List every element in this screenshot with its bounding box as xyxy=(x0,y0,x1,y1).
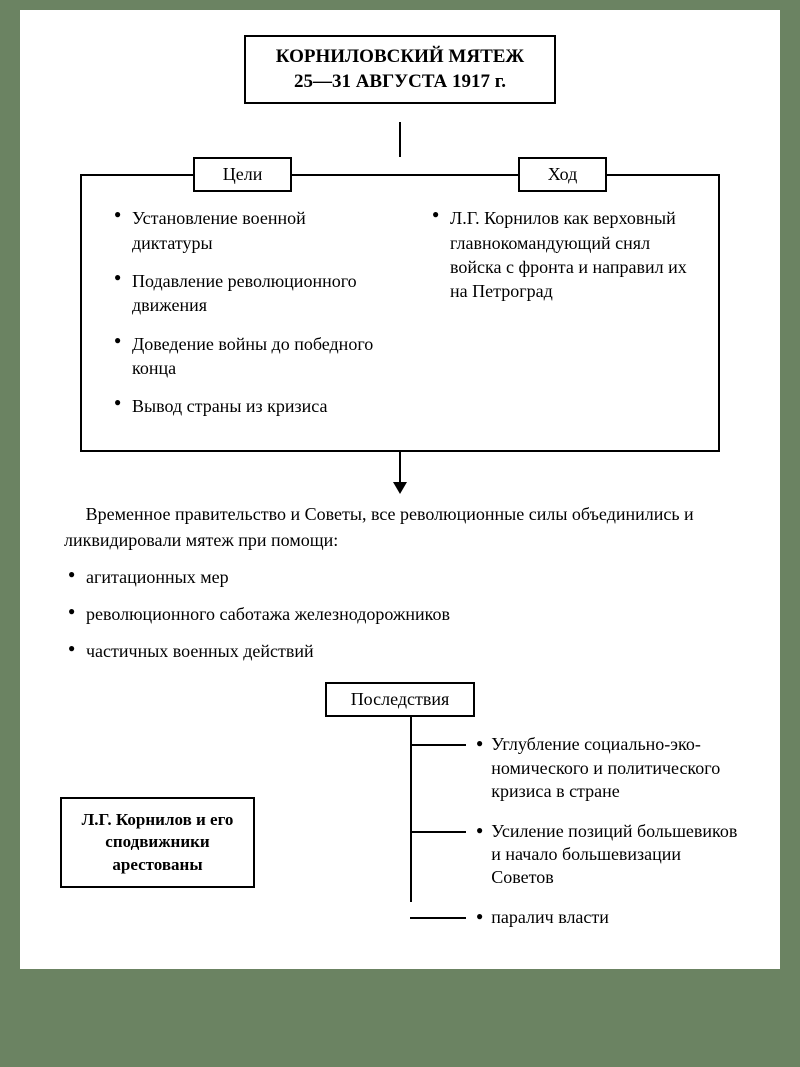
course-header: Ход xyxy=(518,157,608,192)
goals-column: Установление воен­ной диктатуры Подавлен… xyxy=(82,206,400,432)
tree-item: ● Углубление социально-эко­номического и… xyxy=(320,733,740,803)
arrowhead-icon xyxy=(393,482,407,494)
course-column: Л.Г. Корнилов как верховный главноко­ман… xyxy=(400,206,718,432)
list-item: Вывод страны из кри­зиса xyxy=(114,394,380,418)
connector-title-to-box xyxy=(399,122,401,157)
tree-branch xyxy=(410,831,466,833)
main-box: Установление воен­ной диктатуры Подавлен… xyxy=(80,174,720,452)
intro-paragraph: Временное правительство и Советы, все ре… xyxy=(60,502,740,552)
tree-branch xyxy=(410,744,466,746)
connector-box-to-intro xyxy=(399,452,401,482)
page: КОРНИЛОВСКИЙ МЯТЕЖ 25—31 АВГУСТА 1917 г.… xyxy=(20,10,780,969)
list-item: агитационных мер xyxy=(68,565,740,590)
list-item: Л.Г. Корнилов как верховный главноко­ман… xyxy=(432,206,698,303)
course-list: Л.Г. Корнилов как верховный главноко­ман… xyxy=(432,206,698,303)
consequence-text: Усиление позиций больше­виков и начало б… xyxy=(491,820,740,890)
tree-branch xyxy=(410,917,466,919)
title-line-1: КОРНИЛОВСКИЙ МЯТЕЖ xyxy=(276,45,524,70)
title-box: КОРНИЛОВСКИЙ МЯТЕЖ 25—31 АВГУСТА 1917 г. xyxy=(244,35,556,104)
tree-item: ● паралич власти xyxy=(320,906,740,929)
arrest-box: Л.Г. Корнилов и его сподвижники арестова… xyxy=(60,797,255,887)
list-item: Установление воен­ной диктатуры xyxy=(114,206,380,255)
consequence-text: паралич власти xyxy=(491,906,609,929)
tree-item: ● Усиление позиций больше­виков и начало… xyxy=(320,820,740,890)
title-line-2: 25—31 АВГУСТА 1917 г. xyxy=(276,70,524,95)
bullet-icon: ● xyxy=(476,909,483,924)
consequences-header: Последствия xyxy=(325,682,476,717)
goals-header: Цели xyxy=(193,157,293,192)
consequences-tree: ● Углубление социально-эко­номического и… xyxy=(320,717,740,929)
list-item: Доведение войны до победного конца xyxy=(114,332,380,381)
consequences-area: Л.Г. Корнилов и его сподвижники арестова… xyxy=(60,717,740,929)
list-item: частичных военных действий xyxy=(68,639,740,664)
list-item: революционного саботажа железнодорожнико… xyxy=(68,602,740,627)
consequence-text: Углубление социально-эко­номического и п… xyxy=(491,733,740,803)
list-item: Подавление револю­ционного движения xyxy=(114,269,380,318)
means-list: агитационных мер революционного саботажа… xyxy=(60,565,740,665)
bullet-icon: ● xyxy=(476,823,483,838)
bullet-icon: ● xyxy=(476,736,483,751)
goals-list: Установление воен­ной диктатуры Подавлен… xyxy=(114,206,380,418)
